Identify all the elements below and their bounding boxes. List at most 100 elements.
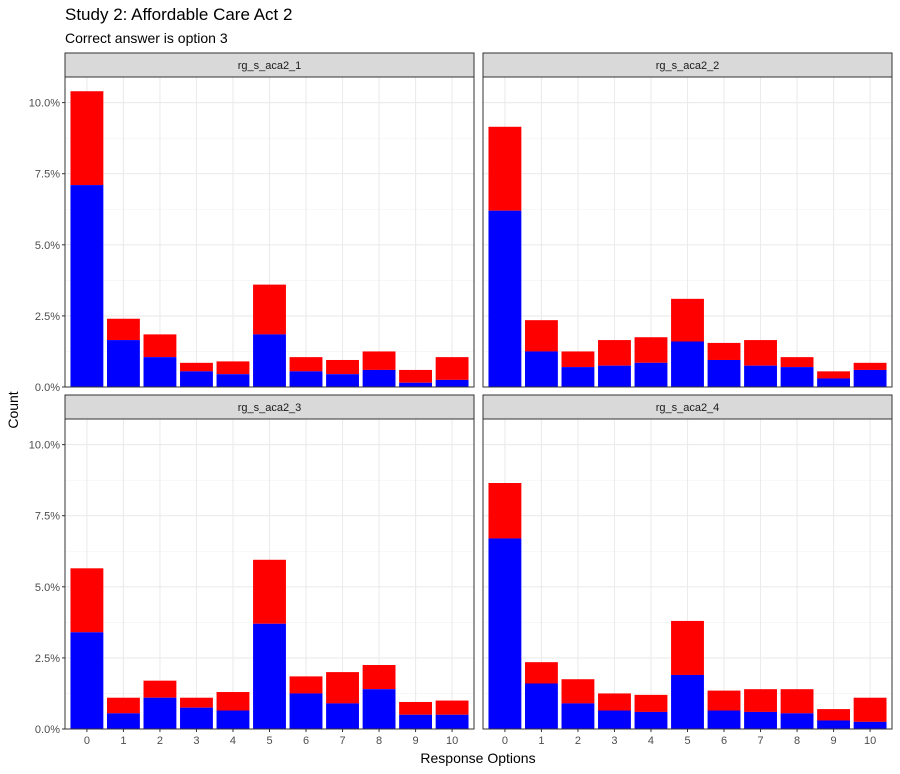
panel-4: rg_s_aca2_4 0 1 2 3 4 5 6 7 8 9 10 xyxy=(482,394,893,747)
panel-2: rg_s_aca2_2 xyxy=(482,52,893,388)
bar-lower-segment xyxy=(106,340,140,387)
facet-strip-label: rg_s_aca2_1 xyxy=(238,60,302,72)
bar-lower-segment xyxy=(216,710,250,729)
bar-upper-segment xyxy=(216,361,250,375)
bar-lower-segment xyxy=(780,713,814,729)
bar-upper-segment xyxy=(70,91,104,186)
y-tick-label: 5.0% xyxy=(35,240,60,252)
bar-lower-segment xyxy=(707,359,741,387)
bar-upper-segment xyxy=(817,371,851,379)
bar-upper-segment xyxy=(362,665,396,690)
bar-upper-segment xyxy=(853,362,887,370)
bar-lower-segment xyxy=(671,674,704,729)
bar-upper-segment xyxy=(143,334,177,358)
bar-lower-segment xyxy=(488,538,522,729)
facet-strip-label: rg_s_aca2_3 xyxy=(238,402,302,414)
y-tick-label: 0.0% xyxy=(35,724,60,736)
bar-upper-segment xyxy=(561,679,595,704)
bar-upper-segment xyxy=(671,620,704,675)
panel-1: rg_s_aca2_1 0.0% 2.5% 5.0% 7.5% 10.0% xyxy=(29,52,475,394)
bar-lower-segment xyxy=(143,357,177,387)
bar-lower-segment xyxy=(143,697,177,729)
x-tick-label: 6 xyxy=(721,735,727,747)
chart-title: Study 2: Affordable Care Act 2 xyxy=(65,5,292,24)
x-tick-label: 1 xyxy=(538,735,544,747)
y-tick-label: 5.0% xyxy=(35,582,60,594)
bar-lower-segment xyxy=(780,367,814,387)
bar-upper-segment xyxy=(707,342,741,360)
bar-lower-segment xyxy=(435,379,469,387)
x-tick-label: 0 xyxy=(84,735,90,747)
bar-lower-segment xyxy=(488,210,522,387)
bar-lower-segment xyxy=(524,683,558,729)
x-tick-label: 6 xyxy=(303,735,309,747)
bar-lower-segment xyxy=(561,367,595,387)
bar-lower-segment xyxy=(289,693,323,729)
y-axis-title: Count xyxy=(5,391,21,428)
bar-upper-segment xyxy=(289,676,323,694)
bar-upper-segment xyxy=(216,692,250,711)
bar-lower-segment xyxy=(853,369,887,387)
x-tick-label: 5 xyxy=(266,735,272,747)
bar-upper-segment xyxy=(744,689,777,712)
bar-upper-segment xyxy=(488,126,522,211)
bar-lower-segment xyxy=(634,711,668,729)
bar-upper-segment xyxy=(326,359,359,375)
bar-lower-segment xyxy=(634,362,668,387)
x-tick-label: 3 xyxy=(611,735,617,747)
bar-upper-segment xyxy=(598,340,631,366)
bar-upper-segment xyxy=(780,357,814,368)
x-axis-title: Response Options xyxy=(420,750,535,766)
bar-upper-segment xyxy=(598,693,631,711)
bar-upper-segment xyxy=(561,351,595,368)
x-tick-label: 7 xyxy=(757,735,763,747)
y-tick-label: 7.5% xyxy=(35,169,60,181)
bar-upper-segment xyxy=(106,697,140,714)
y-tick-label: 2.5% xyxy=(35,653,60,665)
bar-lower-segment xyxy=(435,714,469,729)
x-tick-label: 9 xyxy=(831,735,837,747)
bar-lower-segment xyxy=(253,623,286,729)
bar-lower-segment xyxy=(70,185,104,387)
x-tick-label: 3 xyxy=(193,735,199,747)
panel-border xyxy=(64,76,475,388)
x-tick-label: 2 xyxy=(575,735,581,747)
bar-lower-segment xyxy=(362,689,396,729)
bar-lower-segment xyxy=(180,707,213,729)
bar-lower-segment xyxy=(853,721,887,729)
x-tick-label: 0 xyxy=(502,735,508,747)
y-tick-label: 0.0% xyxy=(35,382,60,394)
bar-upper-segment xyxy=(253,559,286,624)
bar-lower-segment xyxy=(598,365,631,387)
y-tick-label: 7.5% xyxy=(35,511,60,523)
x-tick-label: 7 xyxy=(339,735,345,747)
x-tick-label: 4 xyxy=(230,735,236,747)
x-tick-label: 1 xyxy=(120,735,126,747)
bar-upper-segment xyxy=(362,351,396,370)
facet-strip xyxy=(64,52,475,78)
y-tick-label: 10.0% xyxy=(29,440,60,452)
facet-strip-label: rg_s_aca2_2 xyxy=(656,60,720,72)
x-tick-label: 2 xyxy=(157,735,163,747)
x-tick-label: 5 xyxy=(684,735,690,747)
panel-3: rg_s_aca2_3 0.0% 2.5% 5.0% 7.5% 10.0% 0 1 2 3 4 5 6 7… xyxy=(29,394,475,747)
bar-upper-segment xyxy=(326,672,359,704)
bar-upper-segment xyxy=(488,482,522,539)
panels: rg_s_aca2_10.0%2.5%5.0%7.5%10.0%rg_s_aca… xyxy=(29,52,893,747)
x-tick-label: 4 xyxy=(648,735,654,747)
y-tick-label: 10.0% xyxy=(29,98,60,110)
bar-upper-segment xyxy=(634,694,668,712)
bar-upper-segment xyxy=(289,357,323,372)
bar-lower-segment xyxy=(106,713,140,729)
bar-lower-segment xyxy=(216,374,250,387)
bar-upper-segment xyxy=(671,298,704,342)
bar-upper-segment xyxy=(143,680,177,698)
bar-lower-segment xyxy=(561,703,595,729)
bar-lower-segment xyxy=(180,371,213,387)
bar-upper-segment xyxy=(435,357,469,380)
bar-lower-segment xyxy=(326,374,359,387)
bar-upper-segment xyxy=(524,320,558,352)
chart-subtitle: Correct answer is option 3 xyxy=(65,30,228,46)
x-tick-label: 8 xyxy=(794,735,800,747)
